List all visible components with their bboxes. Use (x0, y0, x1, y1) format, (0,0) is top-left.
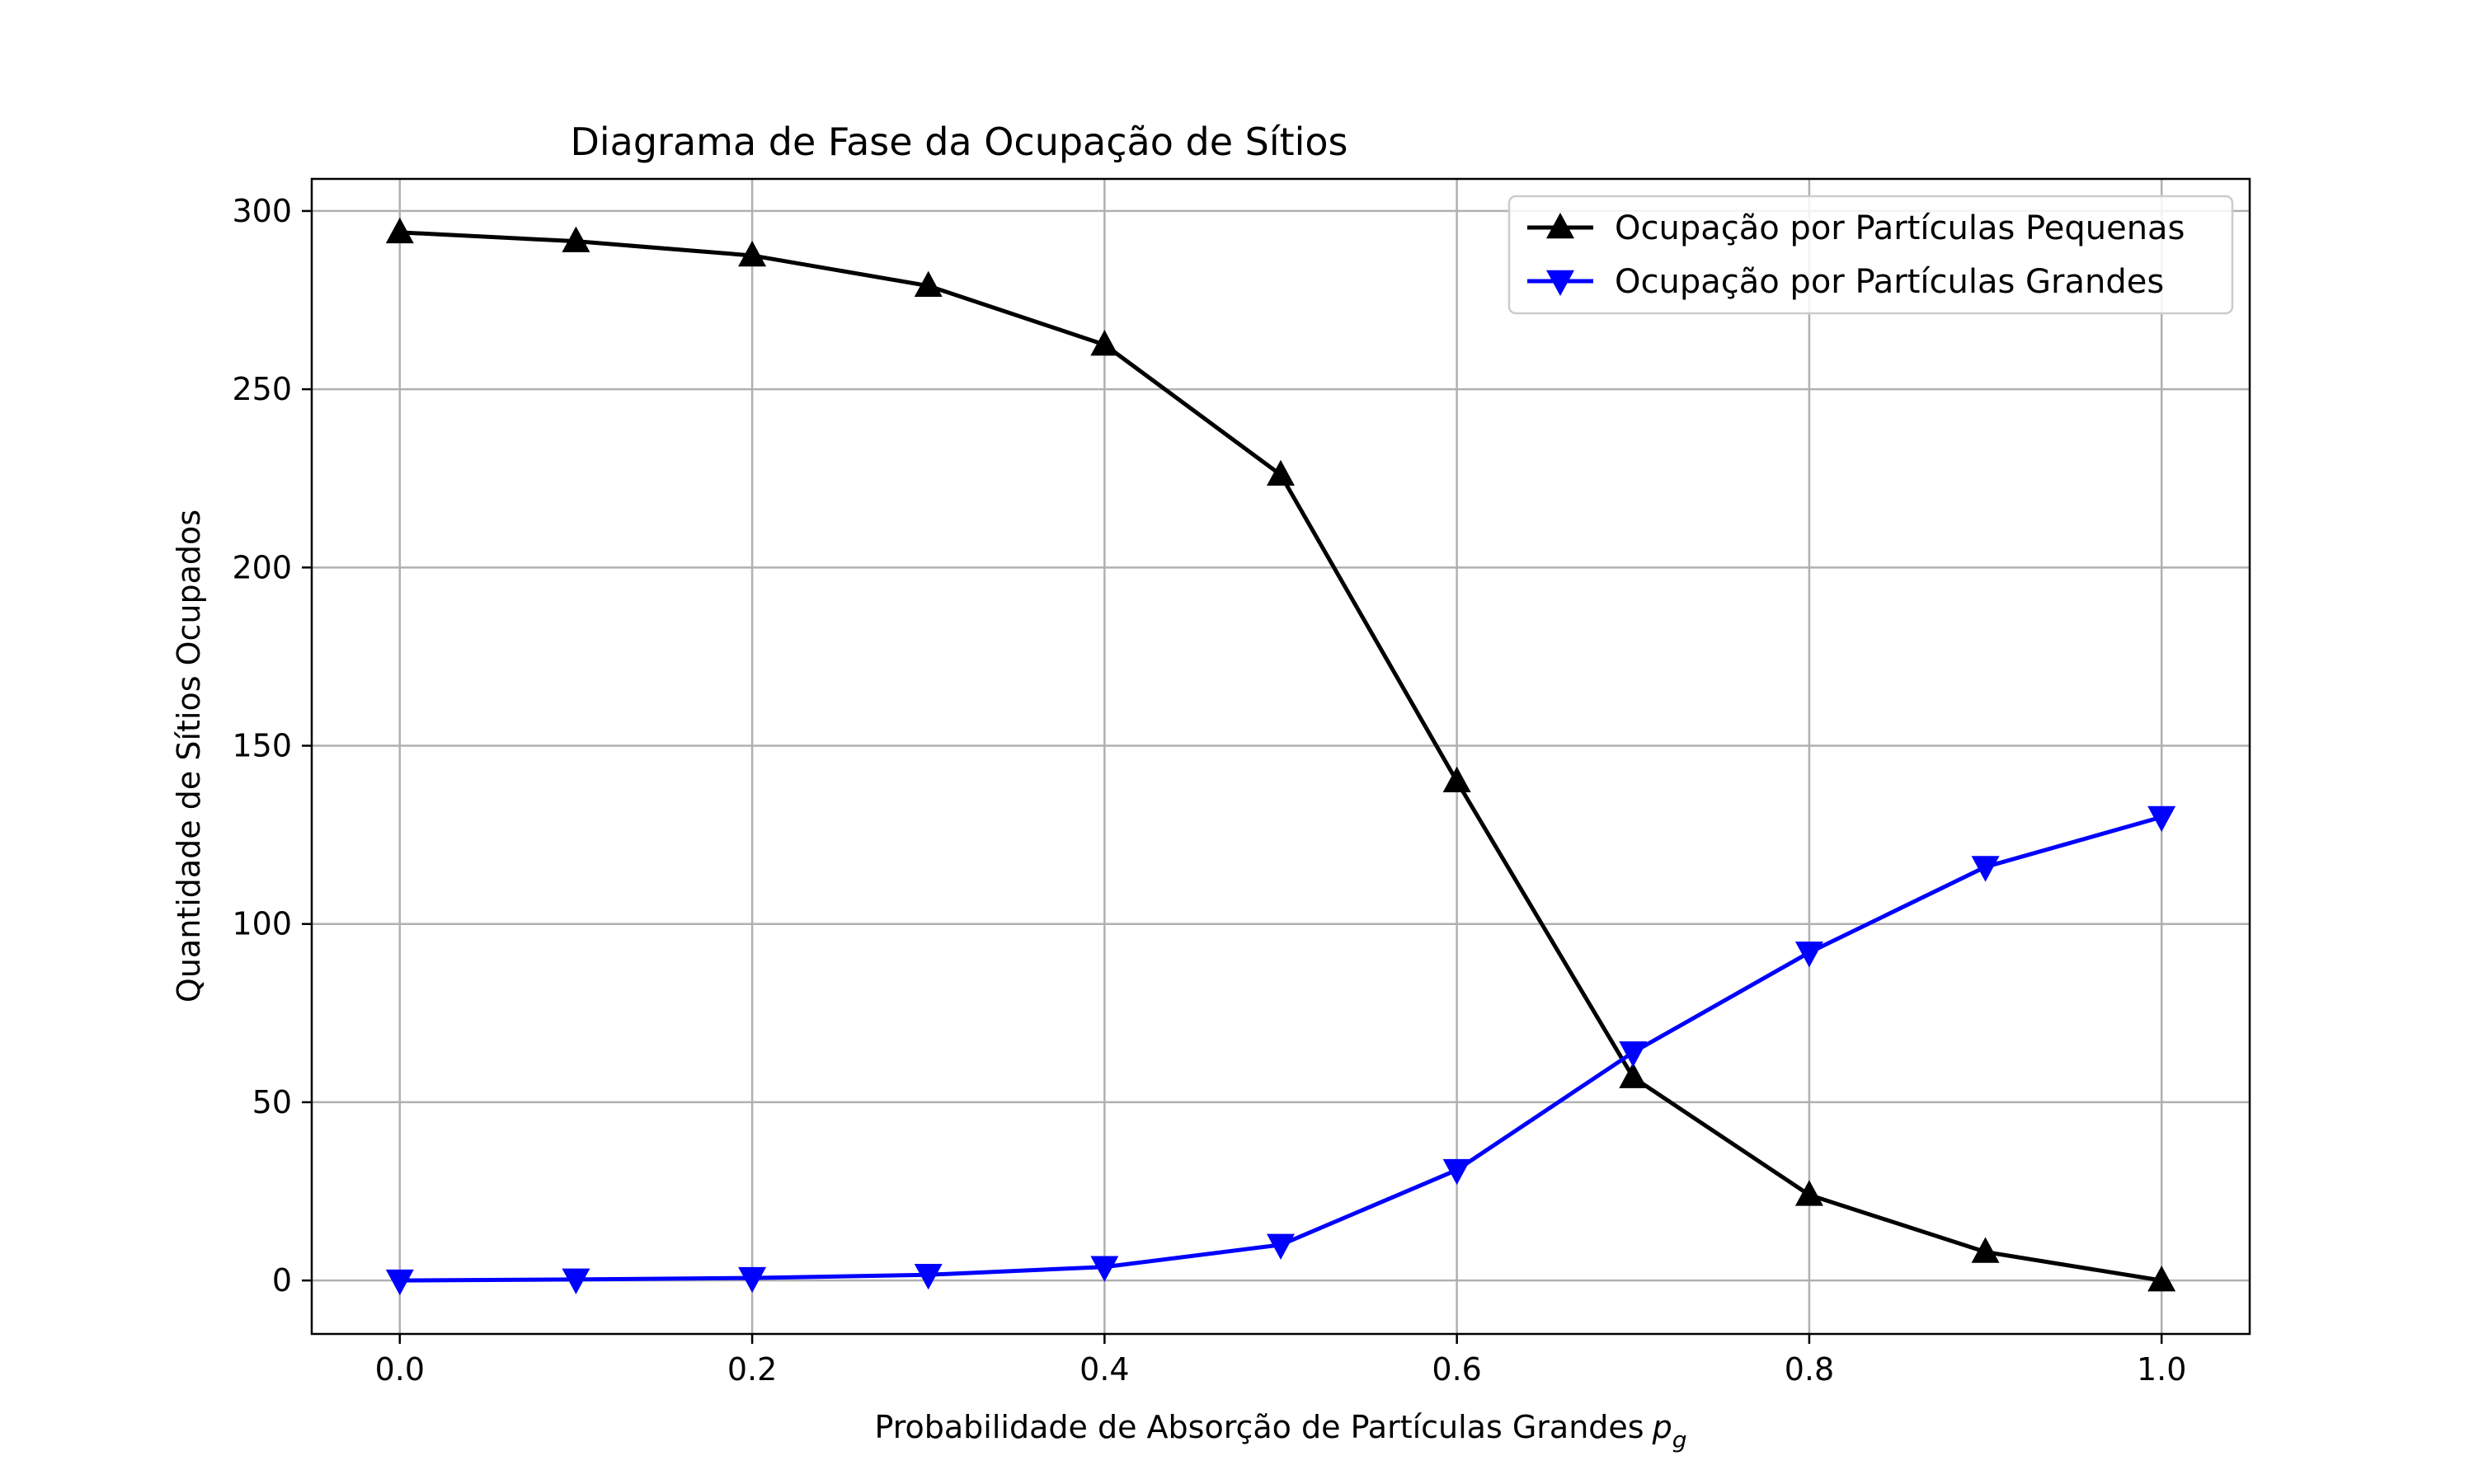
legend-marker (1546, 270, 1574, 297)
x-axis-label-symbol: p (1652, 1409, 1672, 1445)
x-tick-label: 1.0 (2137, 1351, 2186, 1388)
data-point (1619, 1062, 1648, 1088)
x-tick-label: 0.0 (375, 1351, 425, 1388)
legend-item-2: Ocupação por Partículas Grandes (1527, 263, 2164, 301)
plot-frame (310, 177, 2251, 1336)
data-point (1090, 330, 1119, 356)
legend-box (1507, 195, 2234, 315)
legend-item-1: Ocupação por Partículas Pequenas (1527, 209, 2185, 247)
data-point (914, 1263, 943, 1290)
legend-marker (1546, 212, 1574, 239)
series-2 (385, 805, 2176, 1296)
data-point (914, 270, 943, 297)
legend-label: Ocupação por Partículas Grandes (1615, 263, 2164, 301)
y-tick-label: 50 (252, 1084, 292, 1120)
y-axis-label: Quantidade de Sítios Ocupados (171, 510, 207, 1003)
data-point (738, 240, 767, 267)
data-point (2147, 1266, 2176, 1292)
x-tick-label: 0.2 (727, 1351, 777, 1388)
y-tick-label: 150 (232, 728, 292, 764)
axis-ticks: 0.0 0.2 0.4 0.6 0.8 1.0 0 50 100 150 200 250 300 (232, 193, 2186, 1388)
data-point (1442, 1158, 1471, 1186)
x-tick-label: 0.6 (1432, 1351, 1481, 1388)
y-tick-label: 300 (232, 193, 292, 229)
x-tick-label: 0.8 (1785, 1351, 1834, 1388)
data-point (1442, 766, 1471, 793)
data-point (1971, 856, 2000, 882)
legend-items: Ocupação por Partículas Pequenas Ocupação… (1527, 209, 2185, 301)
grid-lines (312, 179, 2250, 1334)
y-tick-label: 100 (232, 906, 292, 942)
legend-label: Ocupação por Partículas Pequenas (1615, 209, 2185, 247)
series-1 (385, 217, 2176, 1292)
data-point (1794, 942, 1823, 968)
series-line (399, 815, 2162, 1283)
data-point (562, 226, 590, 252)
data-point (385, 1269, 414, 1296)
x-axis-label-subscript: g (1672, 1426, 1687, 1453)
data-point (1971, 1237, 2000, 1263)
data-point (1619, 1041, 1648, 1068)
data-point (1090, 1256, 1119, 1282)
y-tick-label: 0 (272, 1262, 292, 1298)
y-tick-label: 250 (232, 371, 292, 407)
legend: Ocupação por Partículas Pequenas Ocupação… (1507, 195, 2234, 315)
data-point (385, 217, 414, 244)
data-point (1794, 1180, 1823, 1206)
chart-title: Diagrama de Fase da Ocupação de Sítios (570, 120, 1348, 164)
x-axis-label: Probabilidade de Absorção de Partículas … (874, 1409, 1686, 1453)
data-series (385, 217, 2176, 1296)
data-point (738, 1266, 767, 1294)
data-point (562, 1268, 590, 1294)
data-point (2147, 805, 2176, 833)
y-tick-label: 200 (232, 549, 292, 585)
x-tick-label: 0.4 (1079, 1351, 1129, 1388)
x-axis-label-text: Probabilidade de Absorção de Partículas … (874, 1409, 1644, 1445)
data-point (1267, 1233, 1295, 1260)
data-point (1267, 459, 1295, 486)
